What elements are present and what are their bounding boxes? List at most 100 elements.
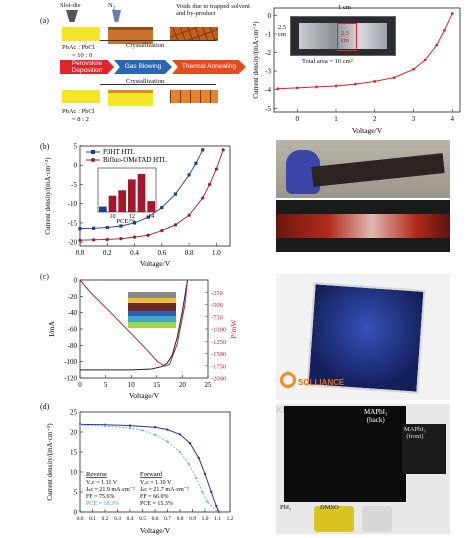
c-ytick-left-label: -80 [68, 342, 78, 350]
panel-a-label: (a) [40, 16, 49, 25]
panel-a-device-photo [290, 16, 396, 56]
d-forward-point [216, 510, 219, 514]
b-ytick-label: -20 [68, 239, 78, 247]
b-inset-xtick-label: 14 [148, 214, 154, 220]
a-data-point [295, 86, 299, 90]
d-reverse-point [215, 504, 218, 508]
d-forward-point [187, 462, 190, 466]
crystallization-arrow-top [100, 40, 216, 41]
b-p3ht-point [146, 215, 150, 219]
d-ytick-label: 0 [74, 509, 78, 517]
panel-d-xlabel: Voltage/V [140, 526, 171, 535]
backlit-module [276, 214, 450, 238]
d-xtick-label: 0.1 [89, 516, 96, 522]
crystallization-label-bottom: Crystallization [126, 78, 165, 85]
a-data-point [412, 67, 415, 71]
flexible-strip [311, 153, 445, 187]
b-p3ht-point [194, 161, 198, 165]
c-ytick-left-label: 0 [74, 277, 78, 285]
module-backlight-photo [276, 200, 450, 252]
c-ytick-right-label: -250 [211, 290, 223, 297]
reverse-voc: Vₒc = 1.11 V [86, 480, 118, 486]
a-xtick-label: 3 [412, 115, 416, 123]
b-inset-bar [99, 206, 107, 212]
d-forward-point [153, 433, 157, 436]
b-inset-bar [128, 179, 136, 212]
panel-d-label: (d) [40, 402, 50, 411]
panel-c-xlabel: Voltage/V [129, 391, 160, 400]
b-bifluo-point [132, 235, 137, 239]
b-p3ht-point [119, 224, 123, 228]
b-inset-bar [137, 174, 146, 212]
a-ytick-label: -3 [265, 68, 271, 76]
forward-title: Forward [140, 471, 163, 478]
c-xtick-label: 20 [179, 381, 187, 389]
panel-b-jv-chart: 0.0 0.2 0.4 0.6 0.8 1.0 5 0 -5 -10 -15 -20 Current … [44, 143, 231, 268]
c-ytick-right-label: -1000 [211, 327, 226, 334]
a-xtick-label: 4 [451, 115, 455, 123]
slot-die-label: Slot-die [60, 2, 81, 9]
intermediate-film-bottom [108, 90, 153, 106]
a-data-point [443, 28, 446, 32]
b-p3ht-point [173, 192, 178, 196]
b-inset-bar [118, 190, 126, 212]
device-cells [299, 23, 387, 49]
c-ytick-left-label: -60 [68, 326, 78, 334]
legend-bifluo: Bifluo-OMeTAD HTL [103, 156, 167, 164]
solliance-logo-text: SOLLIANCE [298, 378, 345, 387]
step-thermal-annealing: Thermal Annealing [172, 60, 246, 74]
legend-p3ht-marker [91, 150, 95, 154]
yellow-solution-beaker [314, 506, 354, 532]
step-gas-blowing: Gas Blowing [114, 60, 172, 74]
a-ytick-label: -2 [265, 49, 271, 57]
d-xtick-label: 0.3 [114, 516, 121, 522]
flexible-module-photo [276, 140, 450, 198]
a-data-point [373, 79, 377, 83]
a-data-point [276, 87, 280, 91]
forward-voc: Vₒc = 1.10 V [140, 480, 172, 486]
panel-a-xlabel: Voltage/V [352, 126, 383, 135]
krict-module-photo: KRICT MAPbI₃(back) MAPbI₃(front) PbI₂ DM… [276, 404, 450, 534]
panel-c-current-curve [80, 279, 189, 371]
a-xtick-label: 2 [373, 115, 377, 123]
ratio-bottom-value: = 8 : 2 [72, 116, 89, 123]
panel-a-ticks: 0 1 2 3 4 0 -1 -2 -3 -4 -5 [265, 12, 454, 123]
b-bifluo-point [119, 237, 123, 241]
d-reverse-point [197, 456, 200, 460]
d-ytick-label: 25 [70, 409, 78, 417]
d-xtick-label: 1.2 [227, 516, 234, 522]
b-ytick-label: 5 [74, 143, 78, 151]
d-xtick-label: 0.8 [177, 516, 184, 522]
a-data-point [450, 12, 454, 15]
module-front-label: MAPbI₃ (front) [404, 426, 426, 440]
legend-bifluo-marker [91, 158, 95, 162]
b-bifluo-point [207, 182, 212, 187]
d-forward-point [178, 450, 182, 454]
a-xtick-label: 1 [334, 115, 338, 123]
d-ytick-label: 20 [70, 429, 78, 437]
panel-a-points [276, 12, 454, 91]
d-xtick-label: 0.4 [127, 516, 134, 522]
a-data-point [435, 43, 439, 47]
reverse-title: Reverse [86, 471, 107, 478]
c-ytick-right-label: -2000 [211, 376, 226, 383]
panel-b-inset-bars: 10 12 14 [99, 174, 155, 220]
crystal-film-bottom [170, 90, 218, 103]
d-forward-point [201, 490, 204, 494]
b-xtick-label: 0.6 [157, 249, 166, 257]
step-perovskite-deposition: Perovskite Deposition [60, 60, 114, 74]
black-module [284, 406, 406, 502]
d-forward-point [128, 426, 132, 430]
c-ytick-right-label: -500 [211, 302, 223, 309]
front-module [402, 424, 446, 474]
a-ytick-label: -5 [265, 105, 271, 113]
device-stack-inset [128, 292, 176, 328]
ratio-bottom: PbAc : PbCl [62, 108, 95, 115]
d-xtick-label: 0.5 [139, 516, 146, 522]
b-p3ht-point [201, 148, 205, 152]
panel-b-frame [79, 145, 231, 247]
c-ytick-left-label: -20 [68, 293, 78, 301]
a-ytick-label: 0 [268, 12, 272, 20]
panel-b-xlabel: Voltage/V [140, 259, 171, 268]
b-p3ht-point [187, 173, 191, 177]
